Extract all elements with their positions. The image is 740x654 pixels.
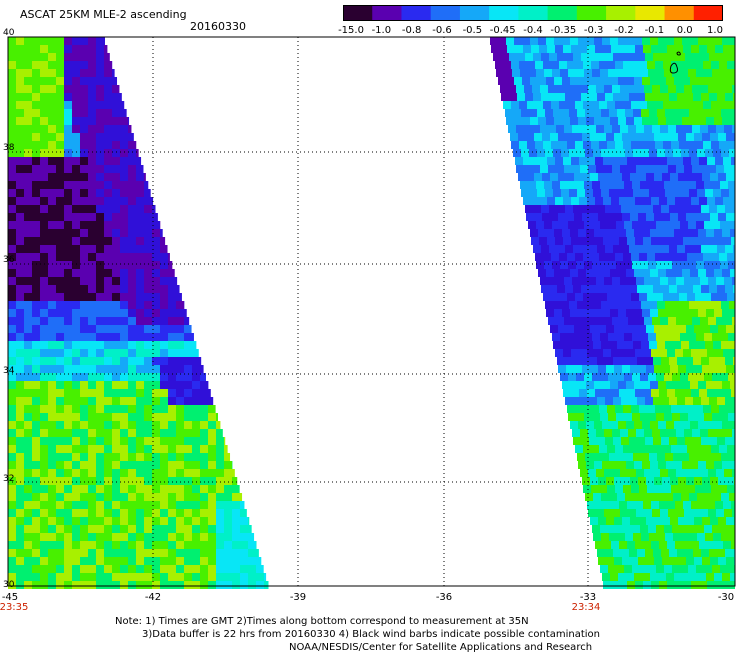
lat-label-32: 32 [3,474,14,484]
lon-label-42: -42 [145,592,161,603]
lat-label-38: 38 [3,143,14,153]
lon-label-30: -30 [718,592,734,603]
footnote: Note: 1) Times are GMT 2)Times along bot… [115,615,600,654]
lon-label-39: -39 [290,592,306,603]
lon-label-36: -36 [436,592,452,603]
lat-label-36: 36 [3,255,14,265]
swath-right [490,37,735,589]
lat-label-40: 40 [3,28,14,38]
lat-label-30: 30 [3,580,14,590]
note-line-1: Note: 1) Times are GMT 2)Times along bot… [115,615,600,628]
time-left: 23:35 [0,602,28,613]
note-line-3: NOAA/NESDIS/Center for Satellite Applica… [115,641,600,654]
lat-label-34: 34 [3,366,14,376]
note-line-2: 3)Data buffer is 22 hrs from 20160330 4)… [115,628,600,641]
swath-left [8,37,268,589]
time-right: 23:34 [572,602,601,613]
